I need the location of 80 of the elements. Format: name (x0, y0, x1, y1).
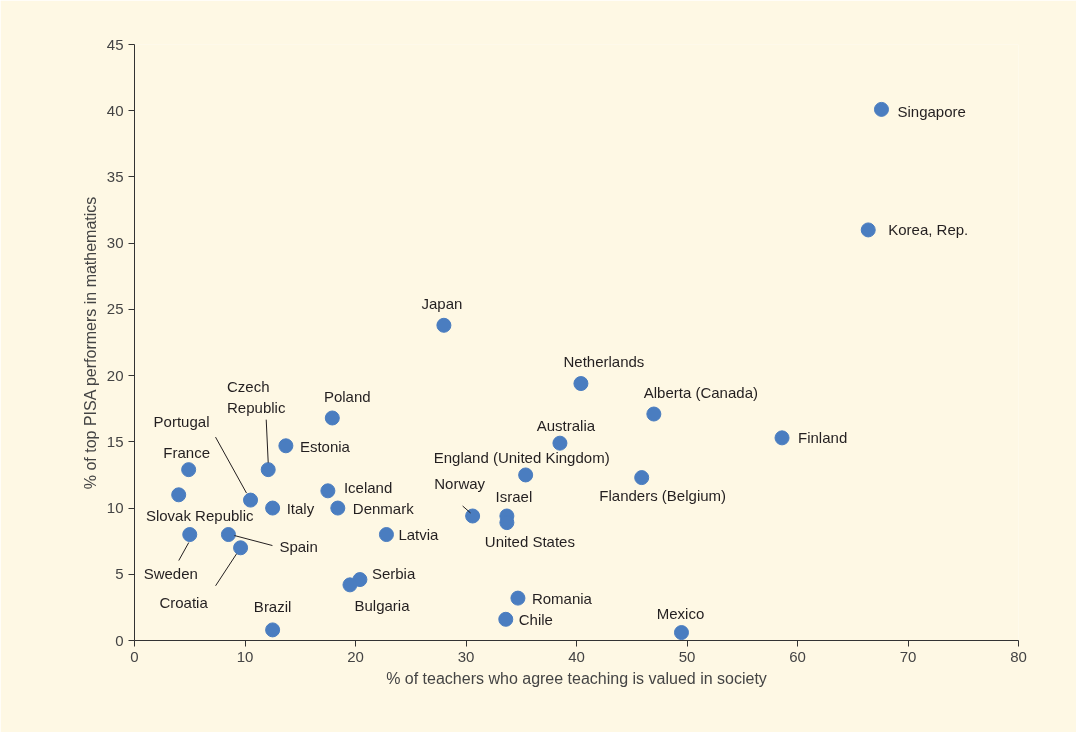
y-tick-label: 0 (115, 631, 124, 649)
point (260, 462, 276, 478)
y-tick-label: 40 (106, 101, 124, 119)
annotation: Portugal (153, 412, 210, 430)
y-tick-label: 45 (106, 35, 124, 53)
point (573, 376, 589, 392)
annotation: England (United Kingdom) (433, 449, 610, 467)
point (342, 577, 358, 593)
y-tick-label: 35 (106, 167, 124, 185)
annotation: Finland (798, 429, 848, 447)
annotation: Bulgaria (354, 597, 411, 615)
point (378, 527, 394, 543)
annotation: Korea, Rep. (888, 221, 969, 239)
annotation: Italy (286, 499, 315, 517)
annotation: Australia (536, 416, 596, 434)
point (552, 435, 568, 451)
y-axis-title: % of top PISA performers in mathematics (81, 196, 99, 490)
x-tick-label: 30 (457, 647, 475, 665)
point (265, 622, 281, 638)
point (243, 492, 259, 508)
annotation: Norway (434, 474, 486, 492)
point (436, 317, 452, 333)
annotation: Israel (495, 487, 533, 505)
point (518, 467, 534, 483)
annotation: Latvia (398, 526, 440, 544)
y-tick-label: 25 (106, 300, 124, 318)
x-tick-label: 70 (899, 647, 917, 665)
point (510, 590, 526, 606)
annotation: Denmark (352, 499, 415, 517)
y-tick-label: 5 (115, 565, 124, 583)
point (646, 406, 662, 422)
annotation: Slovak Republic (145, 507, 254, 525)
x-tick-label: 20 (347, 647, 364, 665)
annotation: Flanders (Belgium) (599, 487, 727, 505)
point (320, 483, 336, 499)
annotation: Alberta (Canada) (643, 383, 758, 401)
annotation: Estonia (299, 438, 351, 456)
point (498, 611, 514, 627)
x-axis-title: % of teachers who agree teaching is valued in society (386, 669, 767, 687)
x-tick-label: 50 (678, 647, 696, 665)
annotation: Mexico (656, 605, 705, 623)
point (233, 540, 249, 556)
x-tick-label: 0 (130, 647, 139, 665)
annotation: Spain (279, 538, 318, 556)
x-tick-label: 40 (568, 647, 585, 665)
x-tick-label: 60 (789, 647, 806, 665)
annotation: Serbia (371, 565, 416, 583)
annotation: Sweden (143, 565, 198, 583)
annotation: Croatia (159, 594, 209, 612)
point (220, 527, 236, 543)
annotation: Singapore (897, 102, 966, 120)
annotation: Iceland (343, 479, 393, 497)
annotation: Japan (421, 294, 463, 312)
annotation: Chile (518, 610, 553, 628)
annotation: Netherlands (563, 353, 645, 371)
y-tick-label: 15 (106, 432, 124, 450)
point (278, 438, 294, 454)
point (171, 487, 187, 503)
point (324, 410, 340, 426)
x-tick-label: 80 (1010, 647, 1027, 665)
point (860, 222, 876, 238)
point (634, 470, 650, 486)
point (330, 500, 346, 516)
annotation: United States (484, 533, 575, 551)
point (774, 430, 790, 446)
annotation: Brazil (253, 598, 292, 616)
y-tick-label: 10 (106, 499, 124, 517)
annotation: Poland (323, 388, 371, 406)
point (182, 527, 198, 543)
annotation: France (163, 444, 210, 462)
x-tick-label: 10 (236, 647, 254, 665)
y-tick-label: 20 (106, 366, 124, 384)
annotation: Czech Republic (227, 377, 286, 416)
point (873, 101, 889, 117)
point (673, 625, 689, 641)
point (465, 508, 481, 524)
point (181, 462, 197, 478)
annotation: Romania (531, 589, 593, 607)
y-tick-label: 30 (106, 234, 124, 252)
point (265, 500, 281, 516)
